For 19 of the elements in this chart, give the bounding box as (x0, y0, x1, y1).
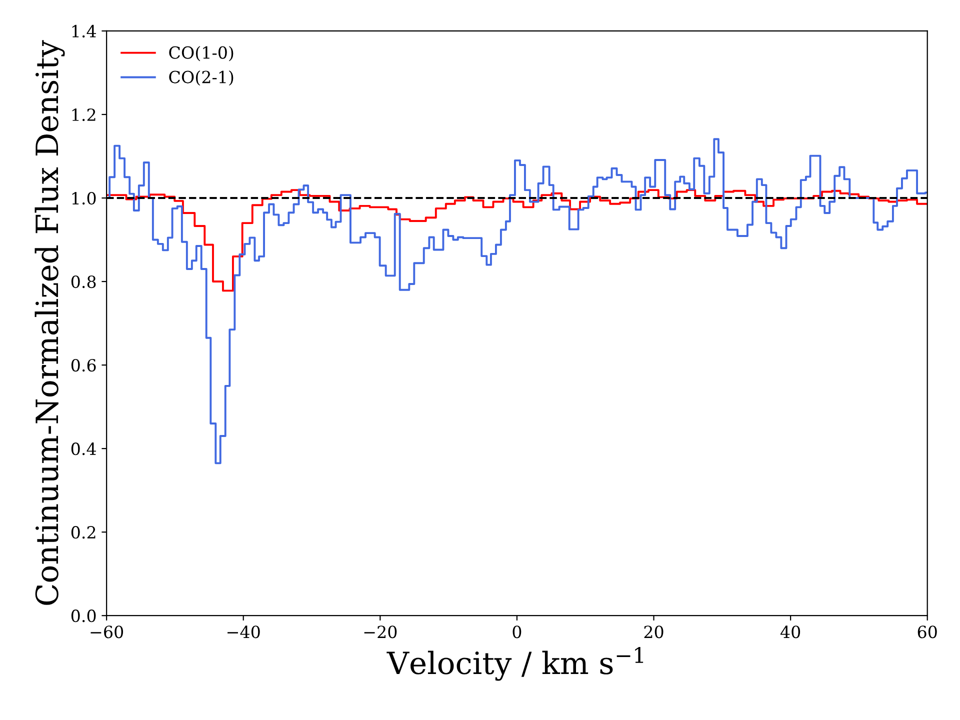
x-tick-label: −60 (90, 626, 124, 638)
y-axis-title: Continuum-Normalized Flux Density (34, 40, 65, 605)
x-axis-title: Velocity / km s$^{−1}$ (386, 647, 644, 681)
y-tick-label: 0.6 (71, 359, 96, 372)
y-tick-label: 0.2 (71, 526, 96, 539)
x-tick-label: 20 (644, 626, 664, 638)
x-tick-label: 60 (918, 626, 937, 638)
x-tick-label: 0 (512, 626, 522, 638)
y-tick-label: 1.2 (72, 108, 96, 122)
x-tick-label: −20 (364, 626, 397, 638)
legend-label: CO(1-0) (169, 46, 234, 62)
y-tick-label: 0.8 (71, 275, 96, 288)
x-tick-label: −40 (228, 626, 260, 638)
x-tick-label: 40 (780, 626, 800, 638)
legend-label: CO(2-1) (169, 70, 234, 86)
y-tick-label: 1.0 (72, 192, 96, 205)
y-tick-label: 0.4 (71, 442, 96, 456)
y-tick-label: 0.0 (71, 610, 96, 622)
y-tick-label: 1.4 (72, 24, 96, 38)
